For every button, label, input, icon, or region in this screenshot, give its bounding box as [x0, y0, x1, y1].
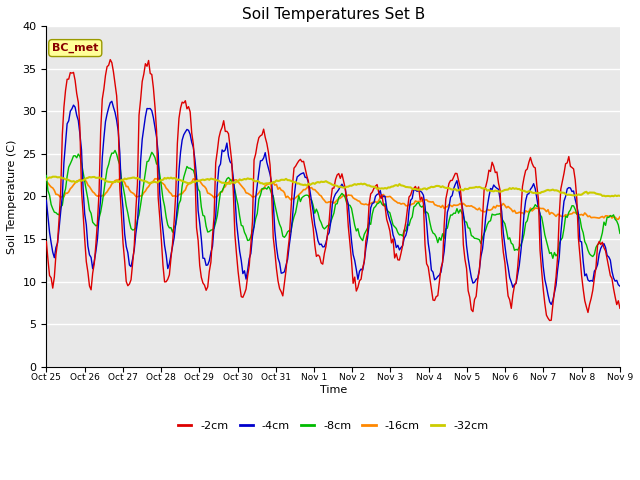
Title: Soil Temperatures Set B: Soil Temperatures Set B [241, 7, 425, 22]
Y-axis label: Soil Temperature (C): Soil Temperature (C) [7, 139, 17, 253]
X-axis label: Time: Time [319, 385, 347, 395]
Legend: -2cm, -4cm, -8cm, -16cm, -32cm: -2cm, -4cm, -8cm, -16cm, -32cm [173, 417, 493, 436]
Text: BC_met: BC_met [52, 43, 99, 53]
